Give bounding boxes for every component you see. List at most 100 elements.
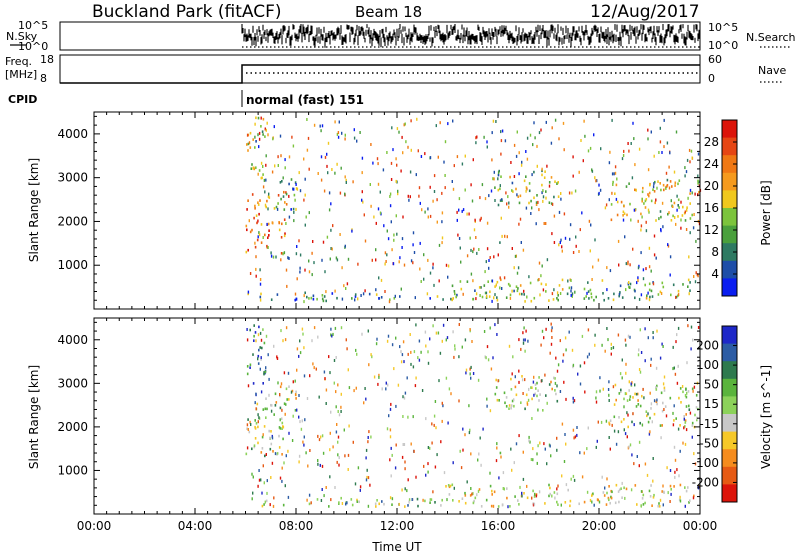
heatmap-cell	[502, 471, 505, 475]
heatmap-cell	[496, 442, 498, 446]
heatmap-cell	[497, 188, 500, 192]
heatmap-cell	[377, 162, 379, 166]
heatmap-cell	[478, 488, 481, 491]
heatmap-cell	[395, 443, 397, 447]
heatmap-cell	[528, 182, 531, 185]
heatmap-cell	[625, 392, 628, 395]
heatmap-cell	[684, 166, 686, 170]
colorbar-tick-label: 200	[696, 339, 719, 353]
heatmap-cell	[423, 277, 425, 281]
heatmap-cell	[611, 490, 613, 494]
heatmap-cell	[642, 493, 645, 497]
y-tick-label: 4000	[57, 127, 88, 141]
heatmap-cell	[246, 365, 249, 368]
heatmap-cell	[471, 199, 474, 203]
heatmap-cell	[492, 119, 495, 123]
heatmap-cell	[551, 387, 553, 391]
heatmap-cell	[496, 296, 498, 299]
heatmap-cell	[325, 290, 327, 294]
heatmap-cell	[614, 383, 617, 387]
heatmap-cell	[512, 190, 514, 193]
heatmap-cell	[344, 133, 346, 137]
heatmap-cell	[633, 462, 635, 466]
heatmap-cell	[271, 170, 274, 174]
heatmap-cell	[263, 178, 266, 182]
heatmap-cell	[570, 477, 572, 481]
heatmap-cell	[539, 393, 541, 396]
heatmap-cell	[487, 358, 490, 362]
heatmap-cell	[606, 288, 608, 292]
heatmap-cell	[569, 223, 572, 227]
heatmap-cell	[641, 423, 644, 427]
heatmap-cell	[615, 183, 618, 187]
heatmap-cell	[350, 498, 353, 501]
heatmap-cell	[483, 135, 485, 139]
heatmap-cell	[680, 218, 682, 222]
heatmap-cell	[336, 460, 338, 464]
heatmap-cell	[483, 284, 486, 287]
heatmap-cell	[616, 177, 618, 181]
heatmap-cell	[371, 258, 373, 262]
heatmap-cell	[303, 443, 305, 447]
heatmap-cell	[672, 411, 674, 415]
heatmap-cell	[464, 501, 467, 505]
heatmap-cell	[299, 266, 301, 270]
heatmap-cell	[332, 224, 334, 228]
heatmap-cell	[294, 181, 297, 184]
heatmap-cell	[378, 375, 380, 379]
heatmap-cell	[474, 496, 477, 500]
heatmap-cell	[335, 405, 337, 409]
heatmap-cell	[334, 171, 336, 175]
heatmap-cell	[432, 199, 434, 203]
heatmap-cell	[572, 363, 575, 367]
heatmap-cell	[579, 382, 582, 386]
heatmap-cell	[282, 425, 284, 428]
heatmap-cell	[376, 337, 378, 341]
heatmap-cell	[474, 218, 476, 222]
heatmap-cell	[362, 200, 364, 204]
heatmap-cell	[438, 243, 441, 247]
heatmap-cell	[560, 503, 562, 507]
heatmap-cell	[281, 180, 283, 183]
heatmap-cell	[526, 157, 529, 161]
heatmap-cell	[254, 135, 256, 139]
heatmap-cell	[347, 453, 350, 457]
heatmap-cell	[663, 118, 665, 122]
heatmap-cell	[687, 390, 690, 393]
heatmap-cell	[375, 505, 377, 508]
heatmap-cell	[377, 382, 379, 386]
heatmap-cell	[344, 454, 346, 458]
heatmap-cell	[404, 467, 406, 471]
heatmap-cell	[526, 187, 528, 191]
heatmap-cell	[312, 297, 315, 301]
heatmap-cell	[270, 409, 273, 413]
heatmap-cell	[308, 502, 311, 506]
heatmap-cell	[659, 424, 662, 427]
heatmap-cell	[295, 297, 298, 301]
heatmap-cell	[331, 168, 333, 171]
heatmap-cell	[277, 164, 279, 167]
heatmap-cell	[693, 452, 695, 456]
heatmap-cell	[340, 405, 342, 409]
heatmap-cell	[484, 355, 486, 359]
heatmap-cell	[412, 243, 414, 247]
heatmap-cell	[562, 121, 565, 125]
heatmap-cell	[685, 170, 688, 174]
heatmap-cell	[263, 341, 266, 345]
heatmap-cell	[380, 278, 383, 282]
heatmap-cell	[587, 281, 589, 284]
heatmap-cell	[545, 196, 547, 200]
freq-label-1: Freq.	[5, 55, 32, 68]
heatmap-cell	[264, 370, 267, 374]
heatmap-cell	[549, 486, 551, 490]
heatmap-cell	[687, 196, 689, 200]
heatmap-cell	[320, 178, 323, 182]
heatmap-cell	[685, 428, 688, 432]
heatmap-cell	[536, 194, 538, 197]
heatmap-cell	[400, 169, 402, 173]
heatmap-cell	[442, 404, 444, 408]
heatmap-cell	[531, 496, 533, 500]
heatmap-cell	[650, 363, 652, 367]
heatmap-cell	[491, 493, 493, 496]
heatmap-cell	[567, 279, 569, 283]
